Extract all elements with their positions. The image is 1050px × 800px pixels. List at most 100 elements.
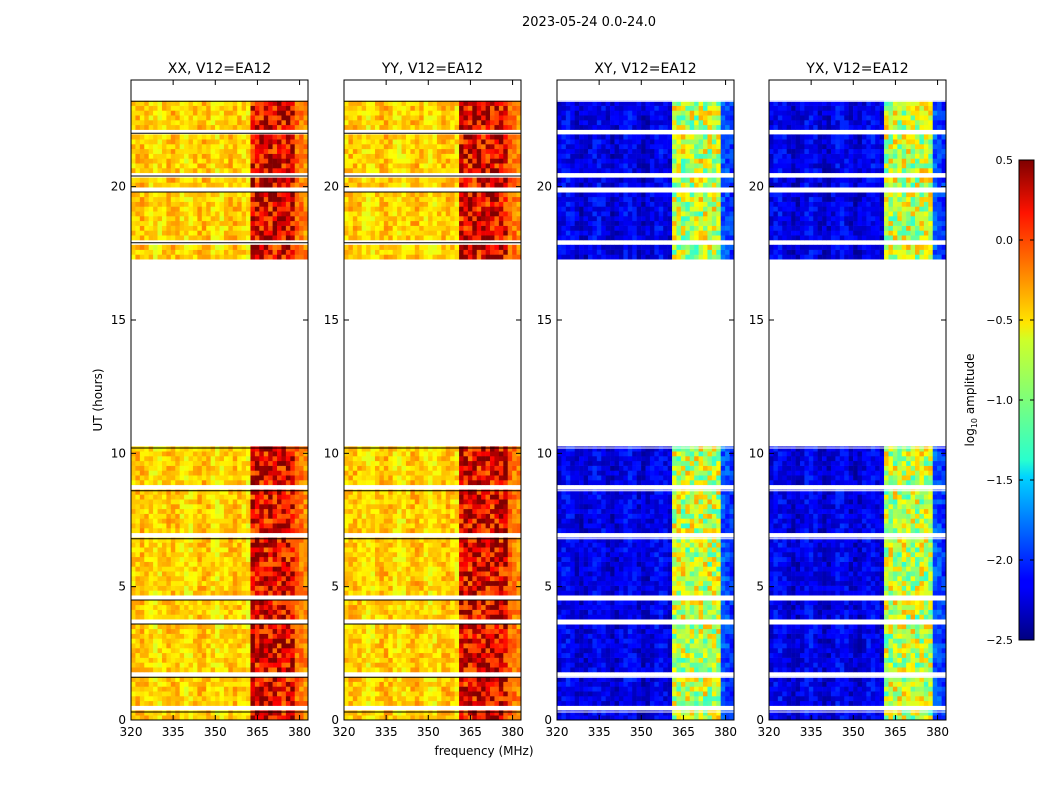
heatmap-cell	[210, 470, 216, 476]
heatmap-cell	[303, 528, 309, 534]
heatmap-cell	[166, 580, 172, 586]
heatmap-cell	[348, 696, 354, 702]
heatmap-cell	[219, 124, 225, 130]
heatmap-cell	[175, 115, 180, 121]
heatmap-cell	[250, 513, 256, 519]
heatmap-cell	[294, 523, 300, 529]
heatmap-cell	[166, 100, 172, 106]
heatmap-cell	[366, 638, 371, 644]
heatmap-cell	[206, 446, 211, 452]
heatmap-cell	[192, 220, 198, 226]
heatmap-cell	[170, 470, 176, 476]
heatmap-cell	[405, 576, 411, 582]
heatmap-cell	[397, 590, 402, 596]
heatmap-cell	[476, 600, 482, 606]
heatmap-cell	[388, 614, 393, 620]
heatmap-cell	[170, 100, 176, 106]
heatmap-cell	[290, 475, 296, 481]
heatmap-cell	[144, 216, 149, 222]
heatmap-cell	[201, 696, 207, 702]
heatmap-cell	[454, 580, 460, 586]
heatmap-cell	[188, 480, 194, 486]
heatmap-cell	[161, 552, 167, 558]
heatmap-cell	[131, 148, 136, 154]
heatmap-cell	[263, 177, 269, 183]
heatmap-cell	[294, 124, 300, 130]
heatmap-cell	[281, 518, 287, 524]
heatmap-cell	[179, 552, 185, 558]
heatmap-cell	[450, 528, 455, 534]
heatmap-cell	[281, 120, 287, 126]
heatmap-cell	[432, 513, 438, 519]
heatmap-cell	[423, 571, 429, 577]
heatmap-cell	[348, 576, 354, 582]
heatmap-cell	[153, 451, 158, 457]
heatmap-cell	[246, 580, 251, 586]
heatmap-cell	[379, 614, 385, 620]
heatmap-cell	[281, 201, 287, 207]
heatmap-cell	[184, 134, 189, 140]
heatmap-cell	[419, 504, 424, 510]
heatmap-cell	[277, 552, 282, 558]
heatmap-cell	[441, 537, 447, 543]
heatmap-cell	[419, 638, 424, 644]
heatmap-cell	[148, 144, 154, 150]
heatmap-cell	[370, 499, 376, 505]
heatmap-cell	[392, 537, 398, 543]
heatmap-cell	[467, 643, 473, 649]
heatmap-cell	[170, 648, 176, 654]
heatmap-cell	[139, 542, 145, 548]
heatmap-cell	[498, 590, 504, 596]
heatmap-cell	[423, 499, 429, 505]
heatmap-cell	[285, 494, 291, 500]
heatmap-cell	[237, 124, 242, 130]
heatmap-cell	[201, 225, 207, 231]
heatmap-cell	[250, 643, 256, 649]
heatmap-cell	[254, 652, 260, 658]
heatmap-cell	[228, 206, 234, 212]
heatmap-cell	[445, 643, 451, 649]
heatmap-cell	[201, 590, 207, 596]
heatmap-cell	[197, 513, 203, 519]
heatmap-cell	[498, 508, 504, 514]
heatmap-cell	[237, 120, 242, 126]
heatmap-cell	[459, 633, 464, 639]
heatmap-cell	[366, 604, 371, 610]
heatmap-cell	[303, 475, 309, 481]
heatmap-cell	[485, 662, 491, 668]
heatmap-cell	[135, 652, 141, 658]
heatmap-cell	[219, 489, 225, 495]
heatmap-cell	[246, 528, 251, 534]
heatmap-cell	[215, 163, 220, 169]
heatmap-cell	[135, 494, 141, 500]
heatmap-cell	[512, 676, 517, 682]
heatmap-cell	[441, 696, 447, 702]
heatmap-cell	[348, 633, 354, 639]
heatmap-cell	[277, 547, 282, 553]
heatmap-cell	[383, 489, 389, 495]
heatmap-cell	[481, 710, 486, 716]
heatmap-cell	[490, 652, 495, 658]
heatmap-cell	[228, 451, 234, 457]
heatmap-cell	[228, 120, 234, 126]
heatmap-cell	[246, 715, 251, 721]
heatmap-cell	[454, 489, 460, 495]
heatmap-cell	[241, 168, 247, 174]
heatmap-cell	[472, 528, 478, 534]
heatmap-cell	[250, 182, 256, 188]
heatmap-cell	[285, 662, 291, 668]
heatmap-cell	[179, 652, 185, 658]
heatmap-cell	[232, 460, 238, 466]
heatmap-cell	[374, 542, 380, 548]
heatmap-cell	[290, 254, 296, 260]
heatmap-cell	[188, 676, 194, 682]
heatmap-cell	[454, 700, 460, 706]
heatmap-cell	[392, 643, 398, 649]
heatmap-cell	[246, 604, 251, 610]
heatmap-cell	[392, 489, 398, 495]
heatmap-cell	[494, 686, 500, 692]
heatmap-cell	[401, 686, 407, 692]
heatmap-cell	[285, 220, 291, 226]
heatmap-cell	[246, 158, 251, 164]
heatmap-cell	[272, 652, 278, 658]
